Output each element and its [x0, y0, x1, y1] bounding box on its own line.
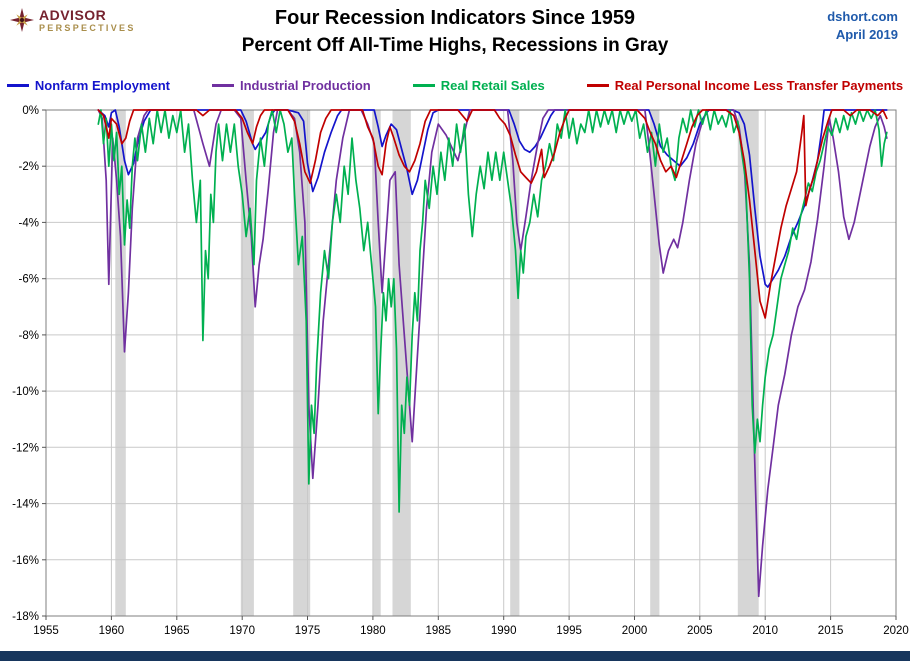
compass-rose-icon — [10, 8, 34, 37]
legend-label: Real Retail Sales — [440, 77, 545, 93]
y-tick-label: -10% — [12, 386, 39, 398]
advisor-perspectives-logo: ADVISOR PERSPECTIVES — [10, 8, 136, 37]
legend-label: Real Personal Income Less Transfer Payme… — [614, 77, 904, 93]
logo-word-advisor: ADVISOR — [39, 7, 107, 23]
recession-band — [650, 110, 660, 616]
source-block: dshort.com April 2019 — [827, 8, 898, 43]
recession-band — [115, 110, 126, 616]
legend-item-industrial-production: Industrial Production — [211, 77, 371, 93]
logo-word-perspectives: PERSPECTIVES — [39, 22, 136, 33]
legend-label: Industrial Production — [239, 77, 371, 93]
legend-item-real-retail-sales: Real Retail Sales — [412, 77, 545, 93]
y-tick-label: 0% — [22, 105, 39, 117]
x-tick-label: 1995 — [556, 625, 582, 637]
source-site: dshort.com — [827, 9, 898, 24]
y-tick-label: -18% — [12, 611, 39, 623]
x-tick-label: 1975 — [295, 625, 321, 637]
y-tick-label: -6% — [19, 274, 39, 286]
series-nonfarm-employment — [97, 109, 888, 288]
y-tick-label: -14% — [12, 499, 39, 511]
series-real-retail-sales — [97, 109, 888, 513]
series-real-personal-income-less-transfer-payments — [97, 109, 888, 319]
x-tick-label: 1970 — [229, 625, 255, 637]
x-tick-label: 1965 — [164, 625, 190, 637]
x-tick-label: 1990 — [491, 625, 517, 637]
x-tick-label: 2010 — [752, 625, 778, 637]
legend-swatch-purple — [211, 83, 234, 87]
legend-item-nonfarm-employment: Nonfarm Employment — [6, 77, 170, 93]
recession-indicators-chart: 0% -2% -4% -6% -8% -10% -12% -14% -16% -18% 1955 19… — [12, 105, 909, 637]
y-tick-label: -8% — [19, 330, 39, 342]
y-tick-label: -16% — [12, 555, 39, 567]
legend-swatch-blue — [6, 83, 29, 87]
chart-title: Four Recession Indicators Since 1959 — [274, 7, 636, 29]
chart-subtitle: Percent Off All-Time Highs, Recessions i… — [241, 35, 669, 56]
legend: Nonfarm Employment Industrial Production… — [0, 76, 910, 94]
x-tick-label: 1955 — [33, 625, 59, 637]
y-tick-label: -4% — [19, 217, 39, 229]
recession-band — [510, 110, 520, 616]
x-tick-label: 2005 — [687, 625, 713, 637]
y-tick-label: -2% — [19, 161, 39, 173]
x-tick-label: 1980 — [360, 625, 386, 637]
header: ADVISOR PERSPECTIVES dshort.com April 20… — [0, 0, 910, 62]
plot-border — [45, 109, 897, 617]
legend-label: Nonfarm Employment — [34, 77, 170, 93]
legend-swatch-green — [412, 83, 435, 87]
x-tick-label: 1960 — [99, 625, 125, 637]
footer-bar — [0, 651, 910, 661]
x-tick-label: 2020 — [883, 625, 909, 637]
x-tick-label: 2000 — [622, 625, 648, 637]
x-tick-label: 2015 — [818, 625, 844, 637]
legend-swatch-red — [586, 83, 609, 87]
legend-item-real-personal-income: Real Personal Income Less Transfer Payme… — [586, 77, 904, 93]
y-tick-label: -12% — [12, 442, 39, 454]
x-tick-label: 1985 — [426, 625, 452, 637]
source-date: April 2019 — [835, 26, 898, 42]
